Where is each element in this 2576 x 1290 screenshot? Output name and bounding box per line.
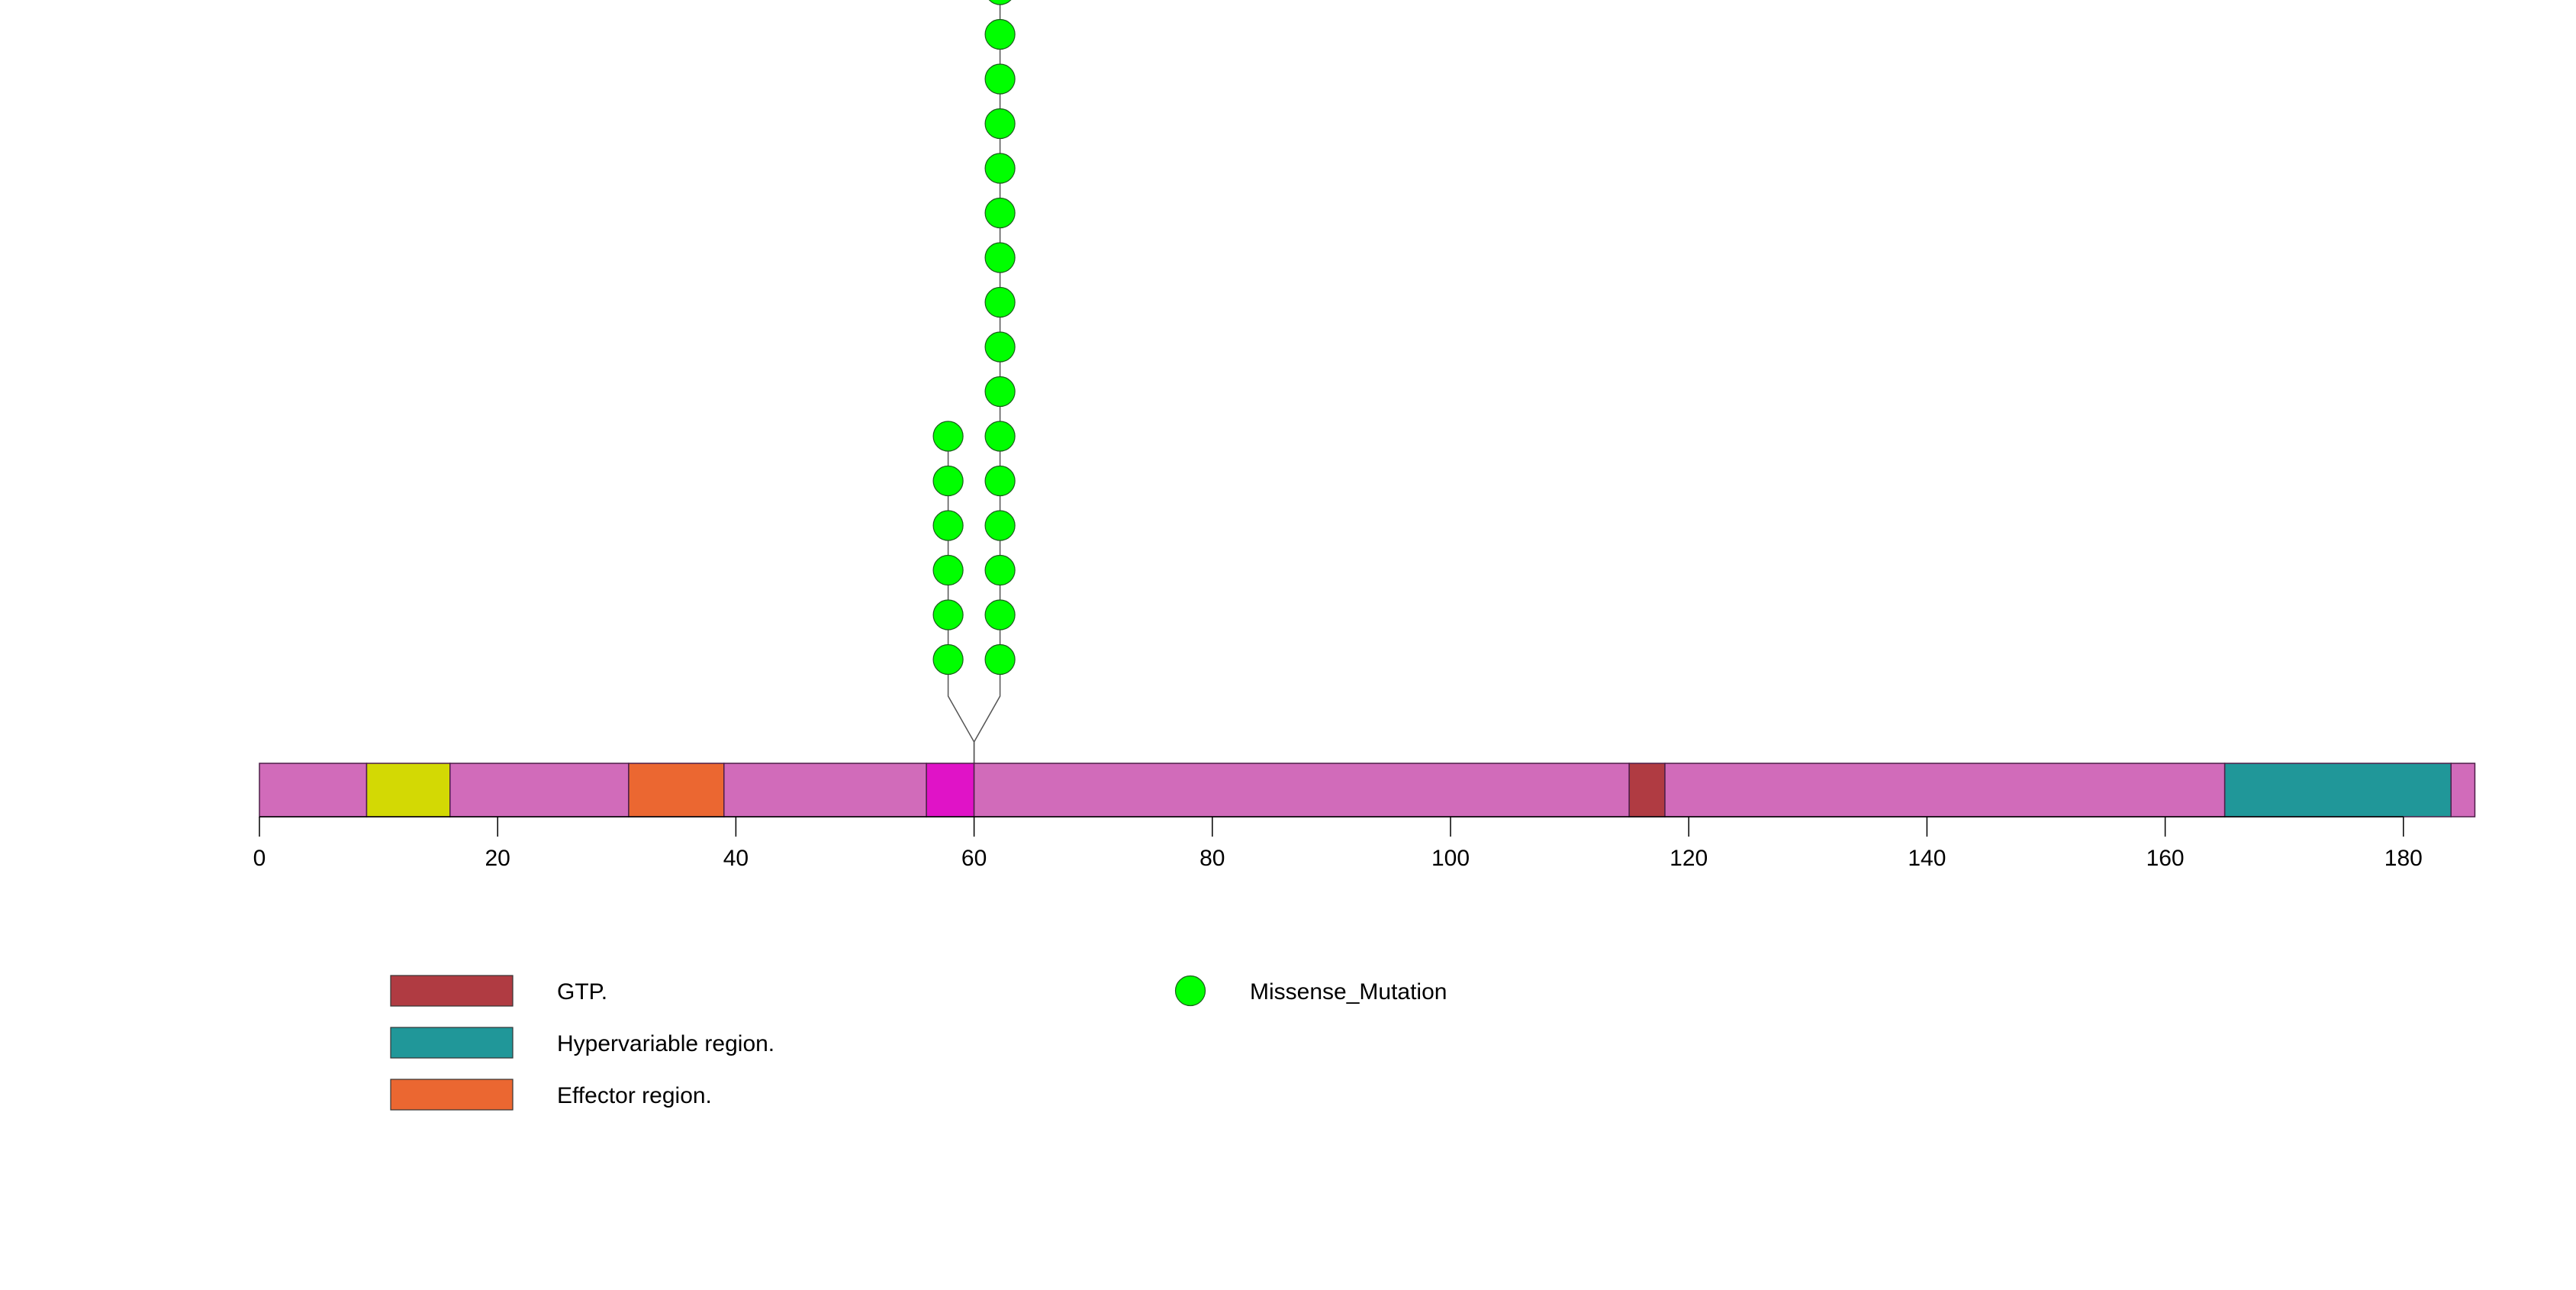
- x-tick-label-80: 80: [1199, 846, 1225, 871]
- protein-region-0: [259, 763, 368, 818]
- x-tick-label-40: 40: [723, 846, 749, 871]
- protein-region-2: [449, 763, 630, 818]
- x-tick-label-160: 160: [2146, 846, 2185, 871]
- x-tick-label-180: 180: [2384, 846, 2423, 871]
- mutation-marker: [932, 643, 964, 676]
- legend-label-2: Effector region.: [557, 1083, 712, 1108]
- mutation-marker: [984, 376, 1016, 408]
- legend: GTP. Hypervariable region. Effector region…: [390, 975, 1447, 1111]
- protein-region-3: [628, 763, 725, 818]
- mutation-marker: [984, 643, 1016, 676]
- mutation-marker: [984, 599, 1016, 630]
- protein-region-4: [723, 763, 927, 818]
- x-tick-label-60: 60: [961, 846, 987, 871]
- mutation-marker: [932, 510, 964, 541]
- protein-region-1: [365, 763, 451, 818]
- x-tick-label-140: 140: [1908, 846, 1946, 871]
- mutation-marker: [932, 421, 964, 452]
- legend-mutation-label-0: Missense_Mutation: [1250, 979, 1447, 1005]
- x-tick-label-0: 0: [253, 846, 266, 871]
- protein-region-10: [2450, 763, 2476, 818]
- x-tick-label-100: 100: [1431, 846, 1470, 871]
- mutation-marker: [988, 0, 1012, 5]
- mutation-stem-1: [973, 0, 1001, 763]
- legend-swatch-2: [390, 1079, 514, 1111]
- mutation-marker: [984, 18, 1016, 50]
- mutation-marker: [984, 465, 1016, 497]
- legend-swatch-1: [390, 1027, 514, 1059]
- x-tick-label-120: 120: [1670, 846, 1708, 871]
- mutation-marker: [984, 554, 1016, 586]
- x-axis: 0 20 40 60 80 100 120 140 160 180: [253, 816, 2423, 871]
- protein-region-9: [2223, 763, 2452, 818]
- protein-region-6: [973, 763, 1630, 818]
- mutation-markers: [932, 0, 1016, 676]
- mutation-marker: [984, 510, 1016, 541]
- protein-bar: [259, 763, 2476, 818]
- mutation-marker: [984, 108, 1016, 140]
- protein-region-5: [926, 763, 975, 818]
- mutation-marker: [984, 331, 1016, 363]
- mutation-marker: [984, 153, 1016, 184]
- protein-region-8: [1664, 763, 2226, 818]
- mutation-marker: [932, 465, 964, 497]
- protein-region-7: [1628, 763, 1666, 818]
- mutation-marker: [932, 554, 964, 586]
- x-tick-label-20: 20: [485, 846, 510, 871]
- legend-mutation-marker-0: [1174, 975, 1206, 1007]
- mutation-marker: [984, 242, 1016, 273]
- mutation-marker: [932, 599, 964, 630]
- legend-swatch-0: [390, 975, 514, 1007]
- mutation-marker: [984, 286, 1016, 318]
- mutation-marker: [984, 421, 1016, 452]
- legend-label-1: Hypervariable region.: [557, 1031, 774, 1056]
- mutation-marker: [984, 197, 1016, 229]
- mutation-marker: [984, 63, 1016, 95]
- legend-label-0: GTP.: [557, 979, 607, 1005]
